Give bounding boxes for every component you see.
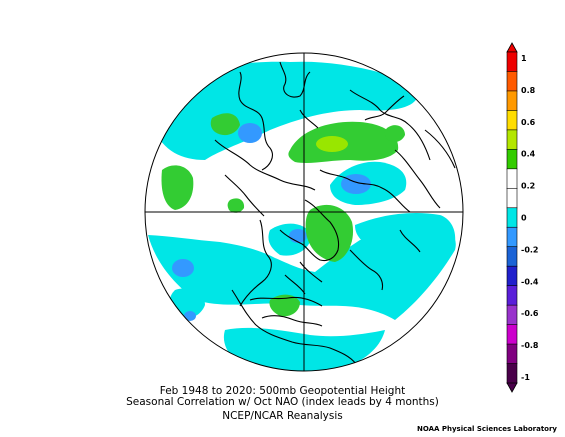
colorbar-swatch [506, 207, 518, 228]
map-boundary [144, 52, 464, 372]
colorbar-swatch [506, 90, 518, 112]
caption-line-3: NCEP/NCAR Reanalysis [222, 410, 343, 422]
colorbar-swatch [506, 110, 518, 131]
caption-line-2: Seasonal Correlation w/ Oct NAO (index l… [126, 396, 439, 408]
polar-map [145, 53, 463, 371]
colorbar-swatch [506, 71, 518, 92]
colorbar-swatch [506, 168, 518, 189]
colorbar-tick-label: 0 [521, 214, 527, 223]
colorbar-tick-label: 0.4 [521, 150, 536, 159]
colorbar-tick-label: -0.8 [521, 341, 539, 350]
colorbar-tick-label: 0.2 [521, 182, 535, 191]
colorbar-tick-label: 0.8 [521, 86, 536, 95]
colorbar-swatch [506, 149, 518, 170]
colorbar-swatch [506, 265, 518, 287]
caption-line-1: Feb 1948 to 2020: 500mb Geopotential Hei… [159, 385, 406, 397]
colorbar-top-arrow [506, 42, 518, 53]
colorbar-swatch [506, 324, 518, 345]
credit-text: NOAA Physical Sciences Laboratory [416, 425, 557, 433]
colorbar: 1 0.8 0.6 0.4 0.2 0 -0.2 -0.4 -0.6 -0.8 -1 [506, 42, 539, 393]
colorbar-swatch [506, 285, 518, 306]
colorbar-tick-label: 0.6 [521, 118, 536, 127]
colorbar-tick-label: -1 [521, 373, 530, 382]
map-axes-lines [145, 53, 463, 371]
colorbar-tick-label: -0.6 [521, 309, 539, 318]
coastlines [214, 61, 456, 365]
colorbar-swatch [506, 187, 518, 209]
colorbar-swatch [506, 246, 518, 267]
colorbar-tick-label: 1 [521, 54, 527, 63]
colorbar-tick-label: -0.4 [521, 277, 539, 286]
negative-strong-regions [172, 123, 371, 321]
colorbar-swatch [506, 304, 518, 326]
colorbar-bottom-arrow [506, 382, 518, 393]
colorbar-swatch [506, 226, 518, 248]
colorbar-swatch [506, 343, 518, 365]
colorbar-swatch [506, 363, 518, 384]
colorbar-swatch [506, 51, 518, 73]
positive-mid-regions [316, 136, 348, 152]
colorbar-swatch [506, 129, 518, 150]
colorbar-tick-label: -0.2 [521, 245, 539, 254]
negative-anomaly-regions [148, 61, 456, 371]
